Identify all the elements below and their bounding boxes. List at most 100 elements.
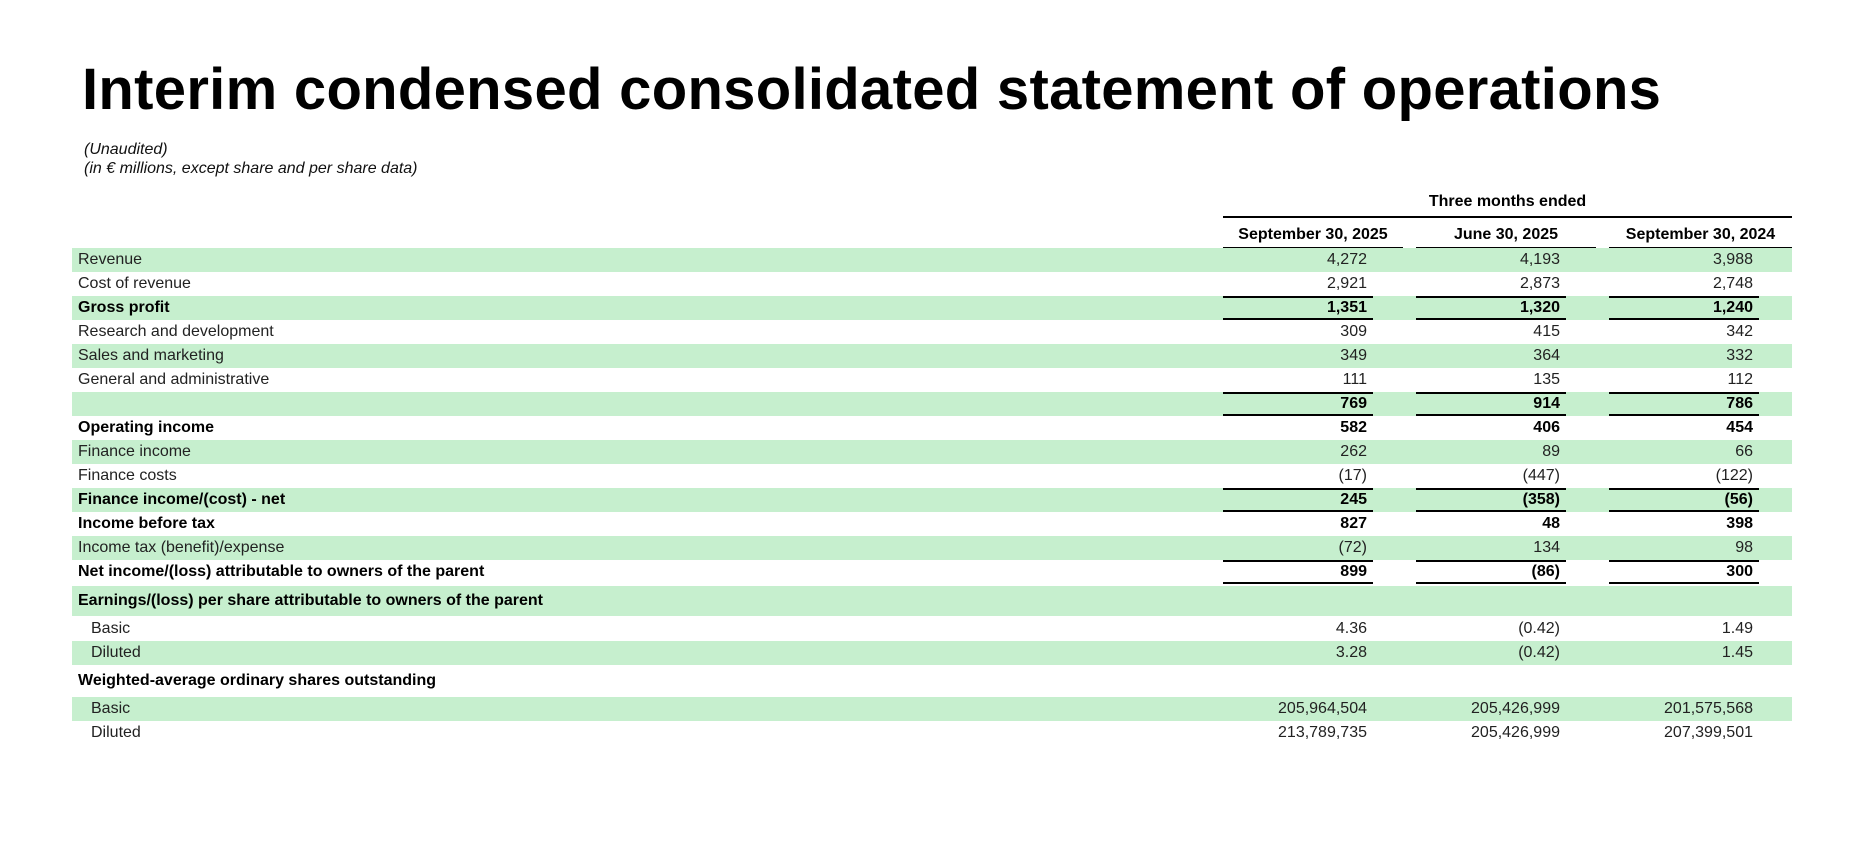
table-row: Sales and marketing 349 364 332 bbox=[72, 344, 1792, 368]
subtitle-unaudited: (Unaudited) bbox=[84, 141, 168, 158]
row-label: Net income/(loss) attributable to owners… bbox=[78, 563, 485, 580]
row-value-col3: 66 bbox=[1735, 443, 1753, 460]
row-value-col3 bbox=[1609, 666, 1759, 696]
table-row: Gross profit 1,351 1,320 1,240 bbox=[72, 296, 1792, 320]
row-label: Diluted bbox=[91, 644, 141, 661]
row-label: Basic bbox=[91, 620, 131, 637]
column-header-jun-2025: June 30, 2025 bbox=[1453, 226, 1559, 243]
row-label: Basic bbox=[91, 700, 131, 717]
period-header: Three months ended bbox=[1428, 193, 1587, 210]
row-value-col1: 245 bbox=[1223, 488, 1373, 512]
row-value-col2: 135 bbox=[1533, 371, 1560, 388]
row-value-col3: 1.45 bbox=[1721, 644, 1753, 661]
row-value-col2: 2,873 bbox=[1519, 275, 1560, 292]
row-value-col2: 205,426,999 bbox=[1471, 700, 1560, 717]
row-value-col3: 454 bbox=[1726, 419, 1753, 436]
row-value-col3: 3,988 bbox=[1712, 251, 1753, 268]
table-row: Earnings/(loss) per share attributable t… bbox=[72, 586, 1792, 616]
table-row: Cost of revenue 2,921 2,873 2,748 bbox=[72, 272, 1792, 296]
row-value-col2 bbox=[1416, 666, 1566, 696]
row-value-col1: 205,964,504 bbox=[1278, 700, 1367, 717]
table-row: Income before tax 827 48 398 bbox=[72, 512, 1792, 536]
row-label: Earnings/(loss) per share attributable t… bbox=[78, 592, 543, 609]
row-value-col2: (86) bbox=[1416, 560, 1566, 584]
table-row: Finance income/(cost) - net 245 (358) (56) bbox=[72, 488, 1792, 512]
row-value-col2: (0.42) bbox=[1518, 644, 1560, 661]
table-row: Basic 205,964,504 205,426,999 201,575,568 bbox=[72, 697, 1792, 721]
row-value-col3 bbox=[1609, 586, 1759, 616]
row-value-col1: 582 bbox=[1340, 419, 1367, 436]
page-title: Interim condensed consolidated statement… bbox=[82, 57, 1662, 122]
row-value-col3: 342 bbox=[1726, 323, 1753, 340]
table-row: Operating income 582 406 454 bbox=[72, 416, 1792, 440]
row-label: Cost of revenue bbox=[78, 275, 191, 292]
row-value-col3: 98 bbox=[1735, 539, 1753, 556]
row-value-col1: 4,272 bbox=[1326, 251, 1367, 268]
row-value-col2: (358) bbox=[1416, 488, 1566, 512]
table-row: Weighted-average ordinary shares outstan… bbox=[72, 666, 1792, 696]
row-value-col1: (72) bbox=[1338, 539, 1367, 556]
row-value-col1: 349 bbox=[1340, 347, 1367, 364]
row-value-col3: 2,748 bbox=[1712, 275, 1753, 292]
row-label: Finance income bbox=[78, 443, 191, 460]
row-value-col2: 4,193 bbox=[1519, 251, 1560, 268]
row-value-col2: 48 bbox=[1542, 515, 1560, 532]
row-label: Gross profit bbox=[78, 299, 170, 316]
row-label: Finance income/(cost) - net bbox=[78, 491, 286, 508]
row-value-col2: 415 bbox=[1533, 323, 1560, 340]
row-value-col1 bbox=[1223, 586, 1373, 616]
row-label: Research and development bbox=[78, 323, 274, 340]
row-label: Income before tax bbox=[78, 515, 215, 532]
column-header-sep-2024: September 30, 2024 bbox=[1625, 226, 1776, 243]
row-value-col1 bbox=[1223, 666, 1373, 696]
table-row: Diluted 213,789,735 205,426,999 207,399,501 bbox=[72, 721, 1792, 745]
row-value-col1: 769 bbox=[1223, 392, 1373, 416]
row-value-col2: 364 bbox=[1533, 347, 1560, 364]
row-label: Diluted bbox=[91, 724, 141, 741]
row-value-col1: 213,789,735 bbox=[1278, 724, 1367, 741]
row-value-col2: 1,320 bbox=[1416, 296, 1566, 320]
table-row: Basic 4.36 (0.42) 1.49 bbox=[72, 617, 1792, 641]
row-value-col2: (0.42) bbox=[1518, 620, 1560, 637]
table-row: General and administrative 111 135 112 bbox=[72, 368, 1792, 392]
table-row: Research and development 309 415 342 bbox=[72, 320, 1792, 344]
period-header-rule bbox=[1223, 216, 1792, 218]
row-value-col1: 2,921 bbox=[1326, 275, 1367, 292]
subtitle: (Unaudited) (in € millions, except share… bbox=[84, 140, 418, 178]
row-value-col3: (122) bbox=[1715, 467, 1753, 484]
row-label: Revenue bbox=[78, 251, 143, 268]
row-value-col2: 89 bbox=[1542, 443, 1560, 460]
row-value-col3: (56) bbox=[1609, 488, 1759, 512]
row-value-col1: 3.28 bbox=[1335, 644, 1367, 661]
table-row: Diluted 3.28 (0.42) 1.45 bbox=[72, 641, 1792, 665]
row-label: General and administrative bbox=[78, 371, 270, 388]
row-value-col1: 827 bbox=[1340, 515, 1367, 532]
table-row: 769 914 786 bbox=[72, 392, 1792, 416]
row-value-col1: 309 bbox=[1340, 323, 1367, 340]
subtitle-units: (in € millions, except share and per sha… bbox=[84, 160, 418, 177]
row-value-col3: 398 bbox=[1726, 515, 1753, 532]
row-value-col3: 1,240 bbox=[1609, 296, 1759, 320]
row-value-col1: 111 bbox=[1342, 371, 1367, 388]
row-value-col3: 332 bbox=[1726, 347, 1753, 364]
row-label: Finance costs bbox=[78, 467, 177, 484]
row-value-col3: 300 bbox=[1609, 560, 1759, 584]
row-value-col2: 406 bbox=[1533, 419, 1560, 436]
row-label: Income tax (benefit)/expense bbox=[78, 539, 285, 556]
row-value-col2: (447) bbox=[1522, 467, 1560, 484]
table-row: Finance income 262 89 66 bbox=[72, 440, 1792, 464]
table-row: Finance costs (17) (447) (122) bbox=[72, 464, 1792, 488]
row-value-col1: 4.36 bbox=[1335, 620, 1367, 637]
column-header-sep-2025: September 30, 2025 bbox=[1238, 226, 1388, 243]
row-value-col1: 1,351 bbox=[1223, 296, 1373, 320]
table-row: Income tax (benefit)/expense (72) 134 98 bbox=[72, 536, 1792, 560]
row-value-col3: 112 bbox=[1727, 371, 1753, 388]
row-value-col3: 786 bbox=[1609, 392, 1759, 416]
row-value-col1: (17) bbox=[1338, 467, 1367, 484]
row-value-col2: 205,426,999 bbox=[1471, 724, 1560, 741]
row-value-col1: 262 bbox=[1340, 443, 1367, 460]
row-value-col3: 207,399,501 bbox=[1664, 724, 1753, 741]
row-label: Sales and marketing bbox=[78, 347, 224, 364]
row-label: Operating income bbox=[78, 419, 215, 436]
